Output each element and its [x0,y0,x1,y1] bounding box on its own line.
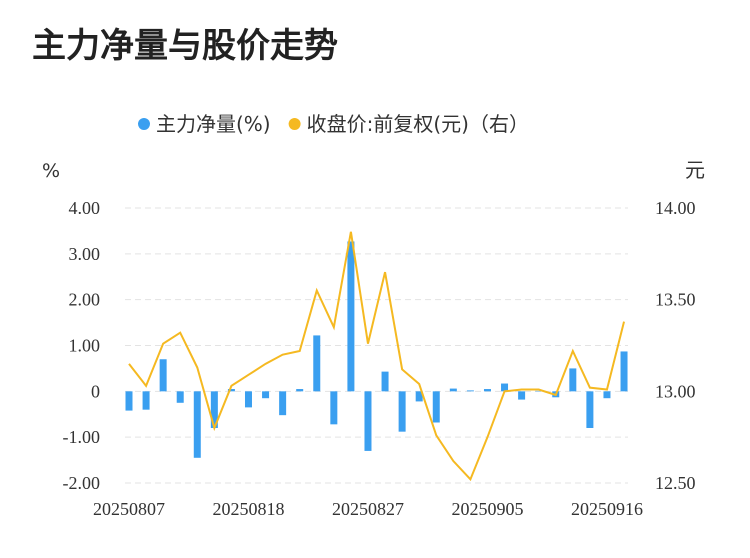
x-tick-label: 20250827 [332,499,404,519]
bar [501,383,509,392]
x-tick-label: 20250916 [571,499,643,519]
bar [364,391,372,451]
bar [279,391,287,416]
bar [227,389,235,392]
bar [142,391,150,410]
y2-tick-label: 12.50 [655,473,696,493]
bar [466,390,474,392]
bar [432,391,440,423]
bar [210,391,218,428]
y-tick-label: -1.00 [63,427,101,447]
bar [398,391,406,432]
bar [313,335,321,392]
legend-label: 收盘价:前复权(元)（右） [307,112,529,136]
bar [415,391,423,402]
bar [483,389,491,392]
bar [620,351,628,392]
bar [296,389,304,392]
y-tick-label: 2.00 [69,290,101,310]
y2-tick-label: 13.00 [655,381,696,401]
bar [449,388,457,392]
y-tick-label: 4.00 [69,198,101,218]
price-line [128,231,625,482]
bar [193,391,201,458]
bar [586,391,594,428]
bar [603,391,611,399]
bar [125,391,133,411]
y2-tick-label: 14.00 [655,198,696,218]
bar [518,391,526,400]
x-tick-label: 20250818 [212,499,284,519]
y-tick-label: 3.00 [69,244,101,264]
legend-label: 主力净量(%) [156,112,271,136]
chart-title: 主力净量与股价走势 [32,26,338,66]
legend-marker [288,118,301,130]
x-tick-label: 20250807 [93,499,165,519]
bar [381,371,389,392]
bar [244,391,252,408]
bar [262,391,270,399]
y-tick-label: 0 [91,381,100,401]
bar [159,359,167,392]
bar [347,241,355,392]
bar [330,391,338,425]
legend-marker [138,118,150,130]
y-axis-label: % [42,160,60,182]
x-tick-label: 20250905 [451,499,523,519]
bar [176,391,184,403]
y2-tick-label: 13.50 [655,290,696,310]
y2-axis-label: 元 [685,158,705,182]
y-tick-label: 1.00 [69,336,101,356]
bar [569,368,577,392]
y-tick-label: -2.00 [63,473,101,493]
